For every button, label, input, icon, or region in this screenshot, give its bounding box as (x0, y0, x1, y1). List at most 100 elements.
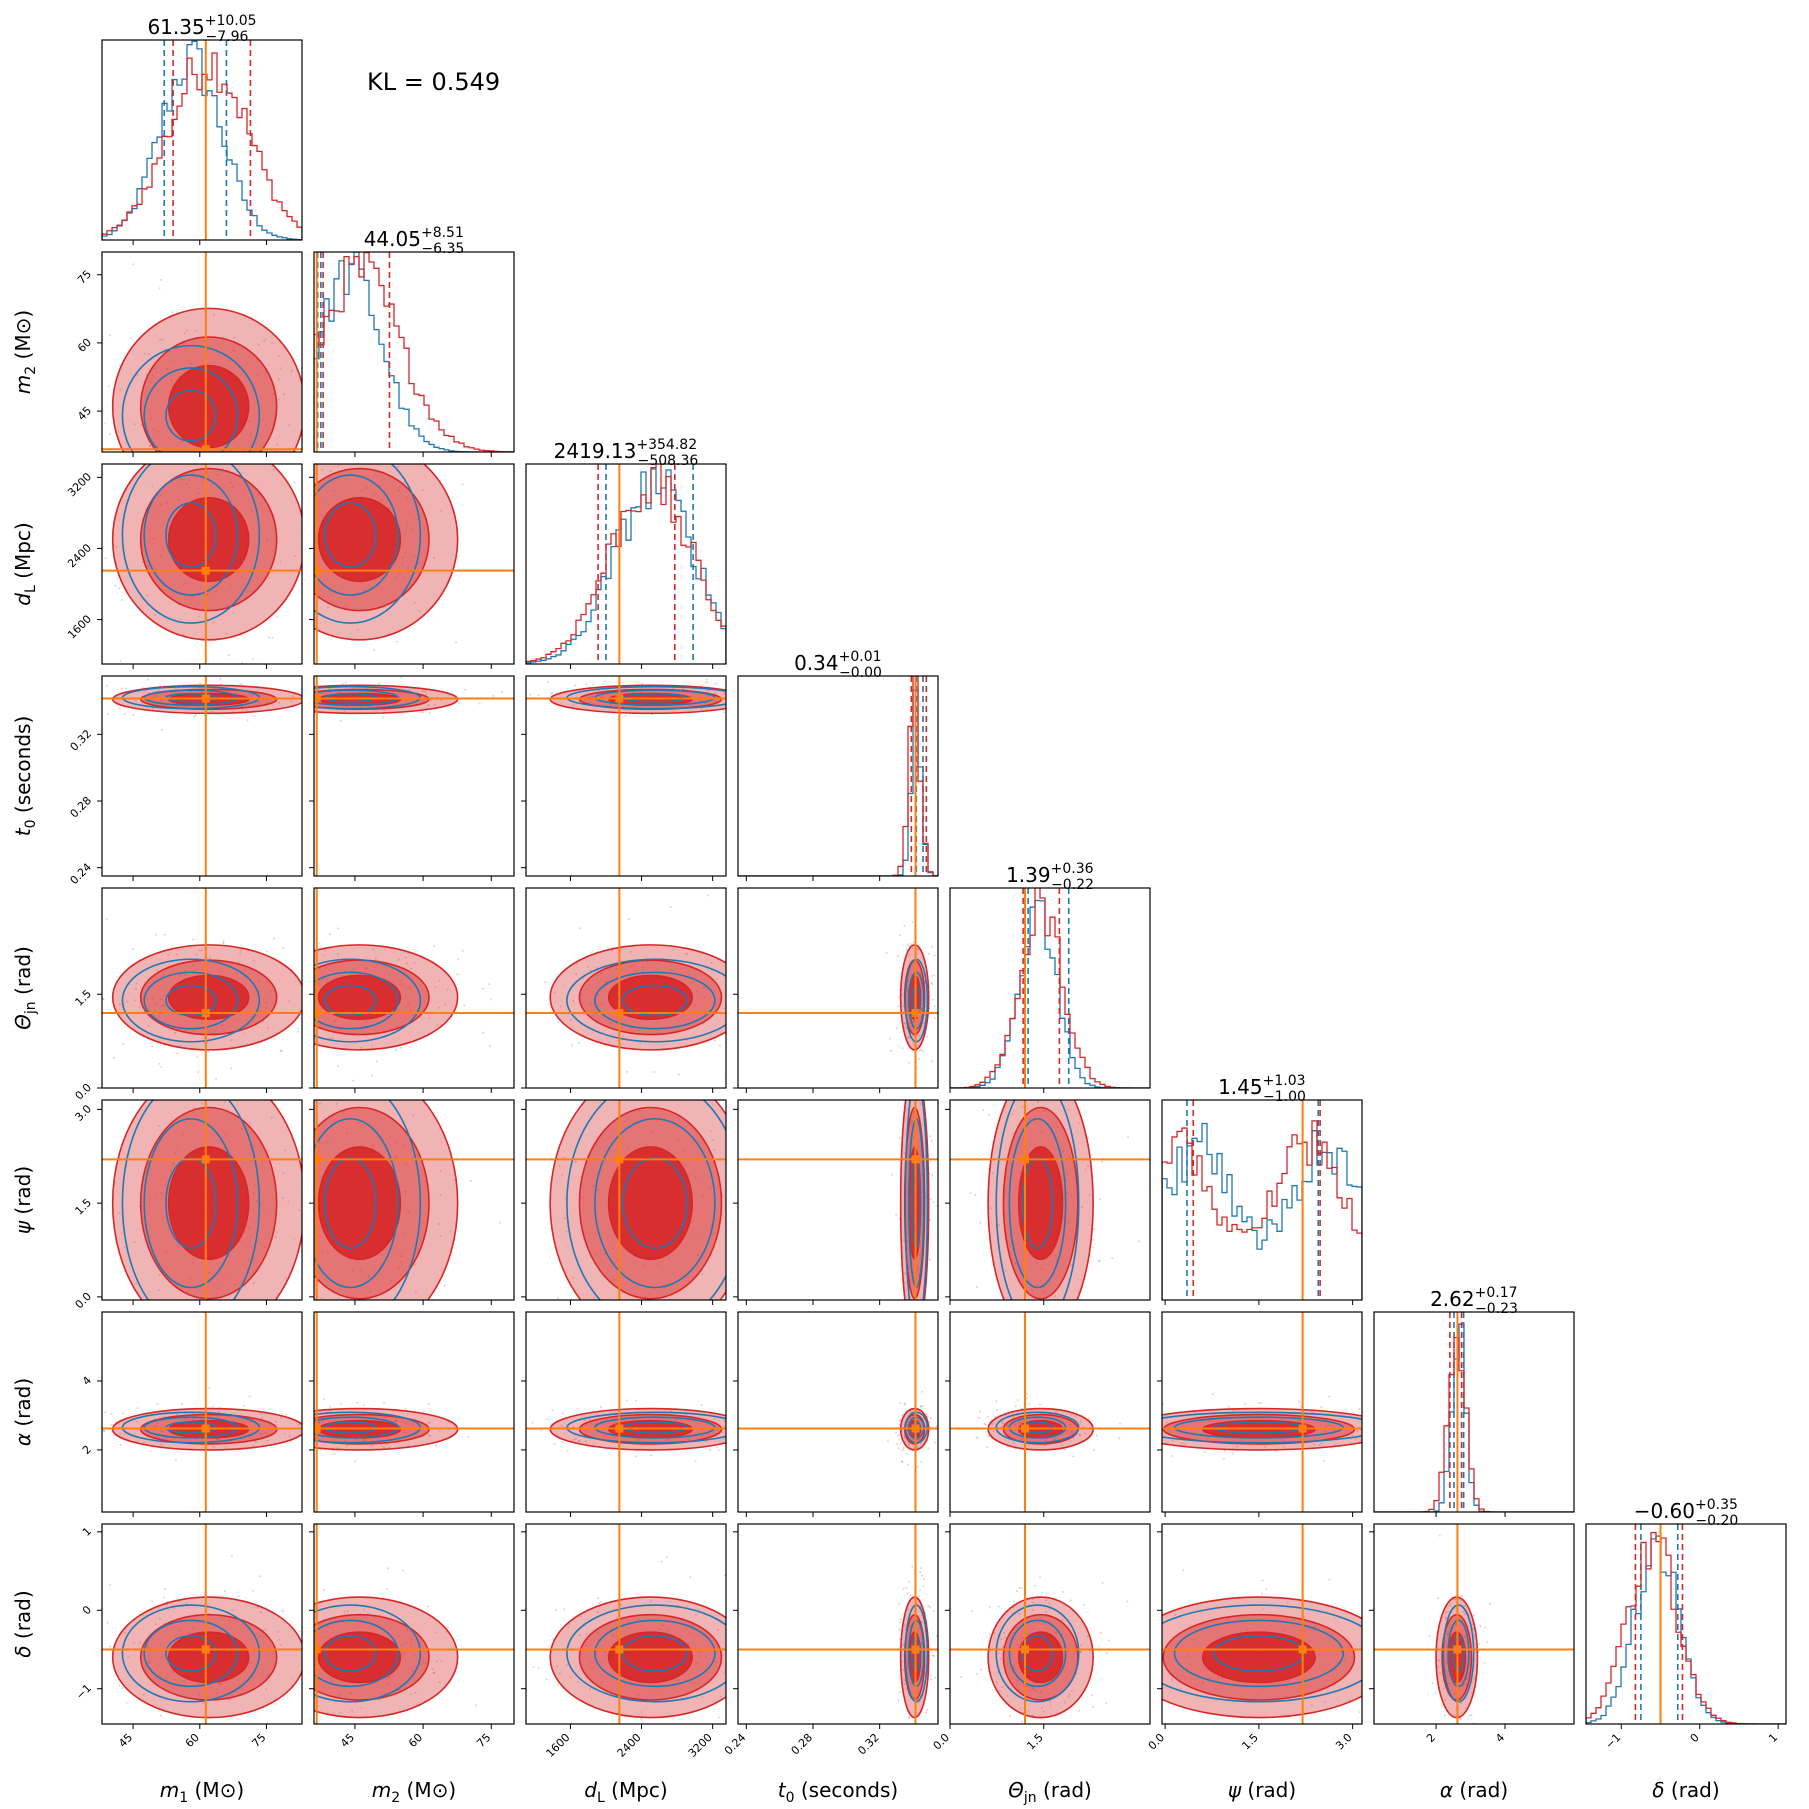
red-sample-point (640, 1718, 643, 1721)
red-sample-point (239, 952, 242, 955)
red-sample-point (495, 1168, 497, 1170)
red-sample-point (516, 494, 518, 496)
red-sample-point (409, 1692, 412, 1695)
blue-sample-point (653, 1071, 656, 1074)
red-sample-point (433, 945, 436, 948)
x-tick-label-psi: 0.0 (1146, 1731, 1168, 1753)
blue-sample-point (727, 922, 729, 924)
blue-sample-point (239, 949, 242, 952)
blue-sample-point (388, 1354, 390, 1356)
red-sample-point (248, 1395, 251, 1398)
blue-contour-level-0 (314, 464, 422, 624)
red-sample-point (223, 1590, 226, 1593)
red-sample-point (478, 995, 480, 997)
blue-sample-point (907, 1421, 910, 1424)
red-sample-point (718, 1044, 721, 1047)
panel-frame (525, 1311, 727, 1513)
blue-sample-point (298, 1122, 300, 1124)
red-sample-point (723, 1672, 726, 1675)
red-sample-point (903, 1683, 906, 1686)
y-tick-label-psi: 3.0 (73, 1102, 95, 1124)
red-sample-point (1138, 1448, 1140, 1450)
red-sample-point (898, 1628, 901, 1631)
blue-sample-point (109, 1583, 112, 1586)
blue-sample-point (147, 1024, 150, 1027)
red-sample-point (545, 1418, 548, 1421)
blue-sample-point (895, 1027, 898, 1030)
red-sample-point (87, 1425, 89, 1427)
blue-sample-point (171, 1686, 174, 1689)
blue-sample-point (713, 1148, 716, 1151)
red-sample-point (240, 682, 243, 685)
red-sample-point (715, 978, 718, 981)
red-sample-point (1258, 1401, 1261, 1404)
blue-sample-point (431, 434, 433, 436)
red-sample-point (199, 1348, 201, 1350)
blue-sample-point (360, 489, 363, 492)
red-sample-point (1060, 1443, 1063, 1446)
blue-sample-point (907, 1036, 910, 1039)
blue-sample-point (154, 613, 157, 616)
blue-sample-point (1033, 1584, 1036, 1587)
blue-sample-point (249, 1121, 252, 1124)
red-sample-point (904, 1402, 907, 1405)
blue-sample-point (1182, 1569, 1185, 1572)
y-tick-label-dL: 2400 (65, 541, 94, 570)
blue-sample-point (288, 710, 290, 712)
blue-contour-level-2 (165, 1635, 217, 1672)
blue-sample-point (796, 689, 798, 691)
blue-sample-point (572, 704, 575, 707)
blue-sample-point (343, 1610, 346, 1613)
red-sample-point (1437, 1666, 1440, 1669)
red-sample-point (372, 493, 375, 496)
blue-sample-point (395, 1420, 398, 1423)
red-sample-point (1171, 1454, 1174, 1457)
blue-sample-point (766, 995, 768, 997)
blue-contour-level-0 (314, 1604, 422, 1703)
blue-sample-point (1018, 1612, 1021, 1615)
blue-sample-point (565, 1664, 568, 1667)
red-sample-point (587, 1090, 589, 1092)
blue-sample-point (600, 1003, 603, 1006)
blue-sample-point (638, 1109, 641, 1112)
red-sample-point (164, 1588, 167, 1591)
red-sample-point (440, 1660, 443, 1663)
hist-panel-theta: 1.39+0.36 −0.22 (949, 861, 1151, 1093)
red-sample-point (400, 983, 403, 986)
kl-annotation: KL = 0.549 (367, 68, 500, 96)
blue-sample-point (314, 1437, 317, 1440)
red-sample-point (910, 1744, 912, 1746)
contour-panel-m1-delta: 45 60 75−101 (73, 1523, 303, 1750)
blue-sample-point (1417, 1440, 1419, 1442)
red-sample-point (924, 1736, 926, 1738)
red-sample-point (268, 636, 271, 639)
blue-sample-point (215, 1078, 218, 1081)
blue-sample-point (1079, 1644, 1082, 1647)
blue-contour-level-2 (165, 1157, 217, 1249)
red-sample-point (709, 1448, 712, 1451)
blue-sample-point (529, 693, 532, 696)
blue-sample-point (117, 1369, 119, 1371)
red-sample-point (1492, 1434, 1494, 1436)
red-sample-point (308, 419, 310, 421)
red-sample-point (751, 1580, 753, 1582)
blue-sample-point (1001, 1421, 1004, 1424)
truth-marker (1298, 1645, 1307, 1654)
red-sample-point (931, 983, 934, 986)
red-sample-point (766, 1356, 768, 1358)
red-sample-point (515, 685, 517, 687)
red-sample-point (174, 1730, 176, 1732)
blue-contour-level-1 (1008, 1117, 1067, 1289)
contour-panel-theta-alpha (945, 1311, 1151, 1517)
blue-sample-point (108, 433, 111, 436)
red-sample-point (433, 1671, 436, 1674)
red-sample-point (654, 1690, 657, 1693)
x-axis-label-m2: m2 (M⊙) (372, 1778, 456, 1806)
blue-sample-point (385, 1443, 388, 1446)
red-sample-point (404, 1163, 407, 1166)
red-sample-point (925, 1413, 928, 1416)
blue-sample-point (730, 1443, 732, 1445)
blue-sample-point (243, 1404, 246, 1407)
truth-marker (201, 566, 210, 575)
red-sample-point (312, 690, 314, 692)
